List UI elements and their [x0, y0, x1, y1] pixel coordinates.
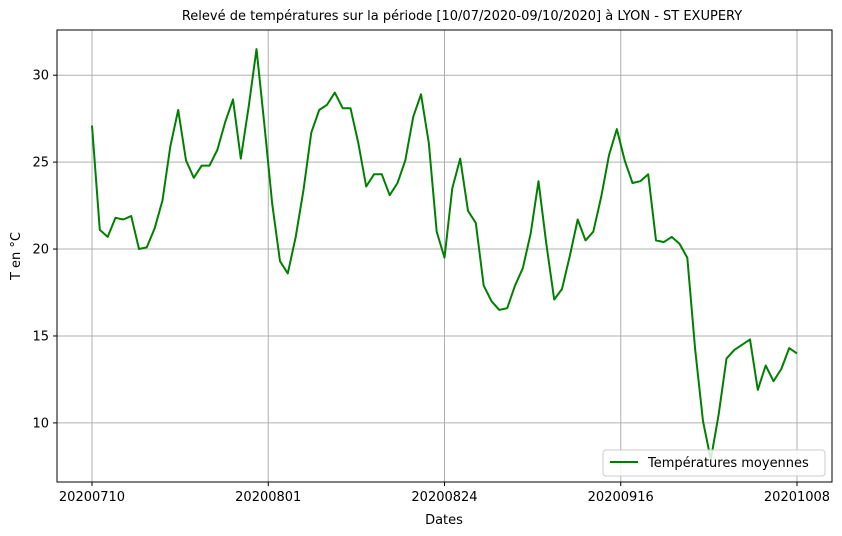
- chart-title: Relevé de températures sur la période [1…: [182, 9, 742, 24]
- x-tick-label: 20200824: [411, 490, 477, 505]
- y-axis-label: T en °C: [9, 232, 24, 281]
- legend-box: [602, 449, 826, 477]
- x-tick-label: 20200801: [235, 490, 301, 505]
- y-tick-label: 30: [32, 69, 49, 84]
- temperature-series-line: [91, 48, 798, 461]
- ticks: 20200710 20200801 20200824 20200916 20201008…: [32, 69, 830, 505]
- y-tick-label: 25: [32, 156, 49, 171]
- x-tick-label: 20200710: [59, 490, 125, 505]
- x-tick-label: 20200916: [588, 490, 654, 505]
- y-tick-label: 20: [32, 243, 49, 258]
- legend: Températures moyennes: [602, 449, 826, 477]
- legend-label: Températures moyennes: [647, 456, 809, 471]
- series-layer: [91, 48, 798, 461]
- x-tick-label: 20201008: [764, 490, 830, 505]
- y-tick-label: 10: [32, 416, 49, 431]
- grid: [57, 30, 832, 482]
- y-tick-label: 15: [32, 329, 49, 344]
- x-axis-label: Dates: [425, 513, 463, 528]
